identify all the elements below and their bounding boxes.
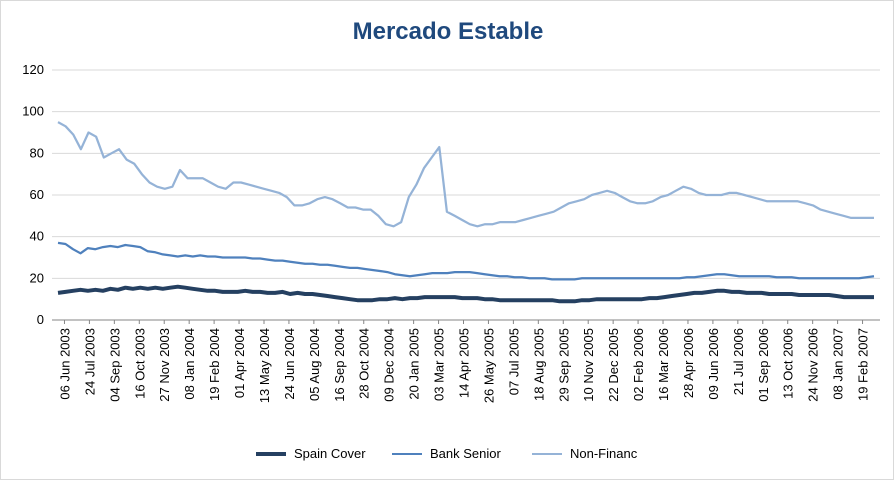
x-tick-label: 08 Jan 2004	[182, 328, 197, 400]
x-tick-label: 04 Sep 2003	[107, 328, 122, 402]
x-tick-label: 18 Aug 2005	[531, 328, 546, 401]
x-tick-label: 05 Aug 2004	[307, 328, 322, 401]
x-tick-label: 27 Nov 2003	[157, 328, 172, 402]
legend-item-bank-senior: Bank Senior	[392, 446, 501, 461]
legend-item-non-financ: Non-Financ	[532, 446, 637, 461]
grid-lines	[52, 69, 880, 279]
x-tick-label: 22 Dec 2005	[606, 328, 621, 402]
legend-label: Non-Financ	[570, 446, 638, 461]
series-lines	[57, 121, 875, 304]
y-tick-label: 80	[30, 145, 44, 160]
x-tick-label: 19 Feb 2004	[207, 328, 222, 401]
legend-label: Spain Cover	[294, 446, 366, 461]
x-tick-label: 20 Jan 2005	[407, 328, 422, 400]
x-tick-label: 21 Jul 2006	[731, 328, 746, 395]
legend-label: Bank Senior	[430, 446, 501, 461]
x-tick-label: 14 Apr 2005	[457, 328, 472, 398]
x-tick-label: 03 Mar 2005	[432, 328, 447, 401]
y-tick-label: 120	[22, 62, 44, 77]
y-axis-ticks: 0 20 40 60 80 100 120	[22, 62, 44, 327]
y-tick-label: 100	[22, 104, 44, 119]
x-tick-label: 19 Feb 2007	[856, 328, 871, 401]
x-tick-label: 24 Jul 2003	[82, 328, 97, 395]
x-tick-label: 28 Apr 2006	[681, 328, 696, 398]
legend: Spain Cover Bank Senior Non-Financ	[0, 446, 896, 466]
x-tick-label: 02 Feb 2006	[631, 328, 646, 401]
x-tick-label: 08 Jan 2007	[831, 328, 846, 400]
series-line-non-financ	[57, 121, 874, 228]
x-tick-label: 06 Jun 2003	[57, 328, 72, 400]
x-tick-label: 07 Jul 2005	[506, 328, 521, 395]
x-tick-label: 09 Dec 2004	[382, 328, 397, 402]
x-tick-label: 10 Nov 2005	[581, 328, 596, 402]
y-tick-label: 60	[30, 187, 44, 202]
x-tick-label: 09 Jun 2006	[706, 328, 721, 400]
legend-item-spain-cover: Spain Cover	[256, 446, 366, 461]
series-line-bank-senior	[57, 241, 875, 281]
legend-swatch	[256, 451, 286, 456]
x-axis: 06 Jun 2003 24 Jul 2003 04 Sep 2003 16 Oct …	[52, 319, 880, 403]
y-tick-label: 20	[30, 270, 44, 285]
x-tick-label: 24 Jun 2004	[282, 328, 297, 400]
x-tick-label: 16 Mar 2006	[656, 328, 671, 401]
series-line-spain-cover	[57, 284, 874, 304]
x-tick-label: 24 Nov 2006	[806, 328, 821, 402]
y-tick-label: 0	[37, 312, 44, 327]
x-tick-label: 16 Sep 2004	[332, 328, 347, 402]
x-tick-label: 13 May 2004	[257, 328, 272, 403]
x-tick-label: 28 Oct 2004	[357, 328, 372, 399]
x-tick-label: 29 Sep 2005	[556, 328, 571, 402]
x-tick-label: 26 May 2005	[481, 328, 496, 403]
y-tick-label: 40	[30, 229, 44, 244]
x-tick-label: 13 Oct 2006	[781, 328, 796, 399]
legend-swatch	[532, 452, 562, 455]
legend-swatch	[392, 452, 422, 455]
x-tick-label: 01 Sep 2006	[756, 328, 771, 402]
chart-title: Mercado Estable	[352, 18, 544, 45]
x-tick-label: 16 Oct 2003	[132, 328, 147, 399]
chart-area	[0, 0, 894, 480]
x-tick-label: 01 Apr 2004	[232, 328, 247, 398]
